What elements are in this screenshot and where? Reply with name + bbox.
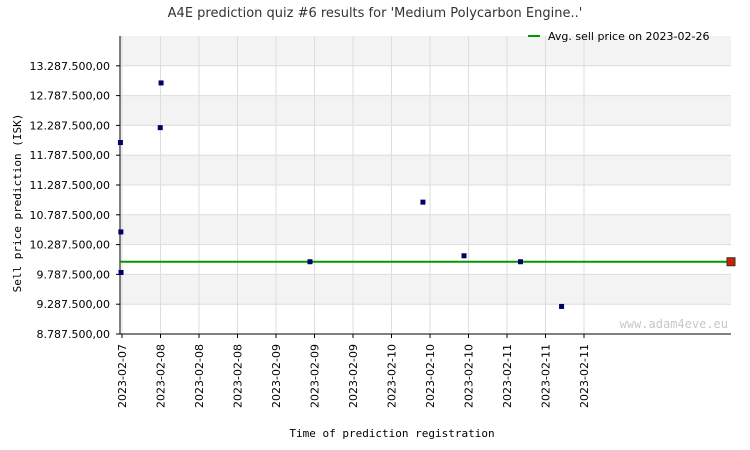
y-tick-label: 13.287.500,00 [30,60,110,73]
data-point [117,140,123,146]
y-tick-label: 9.787.500,00 [37,268,110,281]
x-tick-label: 2023-02-09 [309,344,322,408]
background-band [120,95,731,126]
x-tick-label: 2023-02-08 [155,344,168,408]
x-tick-label: 2023-02-10 [424,344,437,408]
x-tick-label: 2023-02-11 [540,344,553,408]
legend-label: Avg. sell price on 2023-02-26 [548,30,709,43]
x-tick-label: 2023-02-10 [386,344,399,408]
legend: Avg. sell price on 2023-02-26 [528,30,709,43]
data-point [559,303,565,309]
data-point [420,199,426,205]
x-tick-label: 2023-02-11 [578,344,591,408]
y-tick-label: 10.287.500,00 [30,239,110,252]
x-tick-label: 2023-02-07 [116,344,129,408]
chart-title: A4E prediction quiz #6 results for 'Medi… [168,6,583,21]
y-tick-label: 12.787.500,00 [30,90,110,103]
x-tick-label: 2023-02-09 [347,344,360,408]
y-tick-label: 11.287.500,00 [30,179,110,192]
background-bands [120,36,731,305]
x-tick-label: 2023-02-09 [270,344,283,408]
x-tick-label: 2023-02-08 [232,344,245,408]
x-axis-label: Time of prediction registration [289,427,494,440]
data-point [157,125,163,131]
watermark: www.adam4eve.eu [620,317,728,331]
final-price-marker [726,257,736,267]
background-band [120,274,731,305]
grid-lines [120,36,731,335]
y-tick-label: 9.287.500,00 [37,298,110,311]
background-band [120,36,731,66]
data-points [117,80,736,309]
y-axis-label: Sell price prediction (ISK) [11,114,24,293]
y-tick-label: 10.787.500,00 [30,209,110,222]
y-tick-label: 12.287.500,00 [30,119,110,132]
background-band [120,214,731,245]
x-tick-label: 2023-02-10 [463,344,476,408]
x-tick-label: 2023-02-08 [193,344,206,408]
data-point [118,229,124,235]
data-point [307,259,313,265]
data-point [118,269,124,275]
x-tick-label: 2023-02-11 [501,344,514,408]
data-point [517,259,523,265]
data-point [461,253,467,259]
data-point [158,80,164,86]
background-band [120,155,731,185]
x-tick-labels: 2023-02-07 2023-02-08 2023-02-08 2023-02-08… [116,344,591,408]
y-tick-labels: 8.787.500,00 9.287.500,00 9.787.500,00 10.2… [30,60,110,341]
y-tick-label: 8.787.500,00 [37,328,110,341]
y-tick-label: 11.787.500,00 [30,149,110,162]
axes [116,36,731,338]
